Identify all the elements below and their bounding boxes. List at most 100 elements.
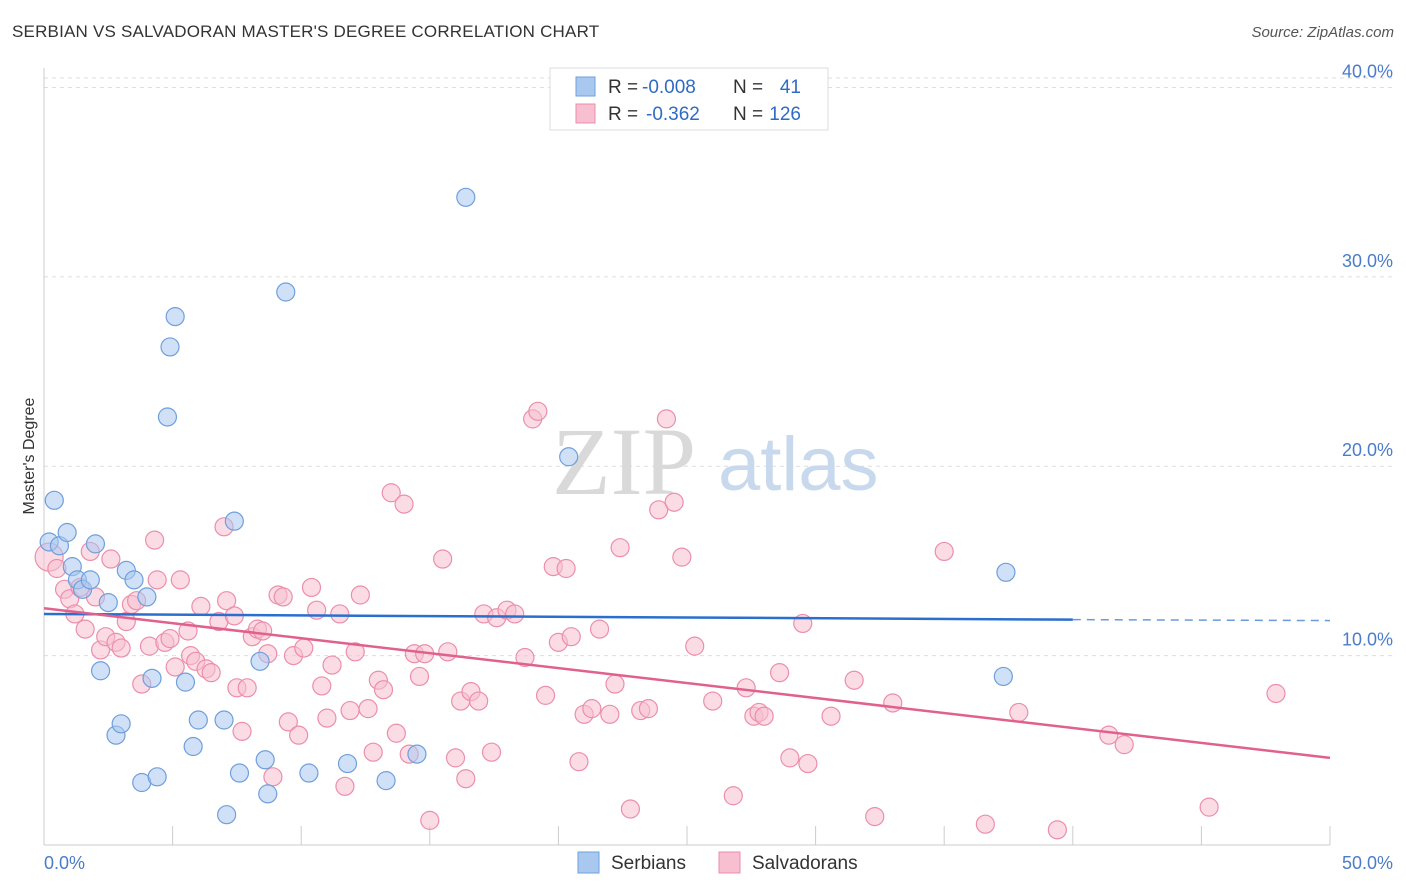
bottom-legend-swatch-serbians — [577, 851, 600, 874]
source-credit: Source: ZipAtlas.com — [1251, 24, 1394, 41]
serbian-point — [993, 666, 1013, 687]
serbian-point — [137, 587, 157, 607]
salvadoran-point — [469, 691, 489, 711]
salvadoran-trend-line — [43, 607, 1331, 760]
salvadoran-point — [844, 670, 864, 690]
salvadoran-point — [821, 706, 841, 726]
salvadoran-point — [170, 570, 190, 590]
trend-lines — [43, 607, 1331, 760]
serbian-point — [160, 337, 180, 357]
serbian-point — [85, 534, 106, 554]
salvadoran-point — [975, 814, 995, 834]
legend-n-value-serbians: 41 — [780, 77, 801, 98]
salvadoran-point — [438, 642, 458, 662]
bottom-legend-swatch-salvadorans — [718, 851, 741, 874]
salvadoran-point — [294, 638, 314, 658]
salvadoran-point — [445, 748, 466, 768]
legend-swatch-salvadorans — [575, 103, 596, 124]
salvadoran-point — [481, 742, 502, 762]
bottom-legend: Serbians Salvadorans — [577, 851, 858, 874]
serbian-point — [407, 744, 427, 764]
serbian-point — [250, 651, 270, 671]
salvadoran-point — [253, 621, 273, 641]
salvadoran-point — [147, 570, 167, 590]
serbian-point — [175, 672, 196, 692]
serbian-point — [57, 522, 77, 543]
serbian-trend-line — [43, 612, 1073, 621]
salvadoran-point — [217, 591, 237, 611]
legend-r-value-salvadorans: -0.362 — [646, 104, 700, 125]
serbian-point — [255, 750, 275, 770]
serbian-point — [276, 282, 296, 302]
y-tick-labels: 10.0% 20.0% 30.0% 40.0% — [1342, 61, 1393, 649]
salvadoran-point — [736, 678, 756, 698]
serbian-points — [39, 187, 1016, 825]
salvadoran-point — [865, 806, 885, 827]
salvadoran-point — [582, 699, 602, 719]
salvadoran-point — [263, 767, 283, 787]
serbian-point — [258, 784, 278, 804]
salvadoran-point — [780, 748, 800, 768]
salvadoran-point — [394, 494, 414, 514]
serbian-point — [165, 307, 185, 327]
salvadoran-point — [610, 538, 630, 558]
salvadoran-point — [638, 699, 659, 719]
serbian-point — [98, 592, 118, 613]
salvadoran-point — [605, 674, 625, 694]
x-tick-marks — [172, 826, 1331, 845]
serbian-trend-extension — [1072, 618, 1331, 622]
serbian-point — [376, 771, 396, 791]
salvadoran-point — [433, 549, 453, 569]
watermark-atlas: atlas — [718, 422, 879, 507]
salvadoran-point — [505, 604, 525, 624]
salvadoran-point — [340, 700, 360, 721]
serbian-point — [214, 710, 234, 730]
legend-r-label-salvadorans: R = — [608, 104, 638, 125]
salvadoran-point — [420, 810, 440, 830]
salvadoran-point — [934, 541, 954, 562]
salvadoran-point — [144, 530, 165, 550]
salvadoran-point — [528, 401, 548, 421]
serbian-point — [337, 753, 358, 774]
salvadoran-point — [1114, 735, 1134, 755]
salvadoran-point — [301, 577, 322, 598]
legend-n-value-salvadorans: 126 — [769, 104, 801, 125]
salvadoran-point — [160, 628, 180, 649]
serbian-point — [90, 661, 111, 681]
watermark: ZIP atlas — [552, 408, 879, 515]
salvadoran-point — [373, 680, 394, 700]
y-tick-label-10: 10.0% — [1342, 630, 1393, 650]
grid — [44, 77, 1392, 657]
x-tick-label-min: 0.0% — [44, 853, 85, 873]
serbian-point — [456, 187, 476, 207]
legend-n-label-serbians: N = — [733, 77, 763, 98]
chart-title: SERBIAN VS SALVADORAN MASTER'S DEGREE CO… — [12, 22, 600, 41]
salvadoran-point — [350, 585, 370, 605]
bottom-legend-label-serbians: Serbians — [611, 853, 686, 874]
salvadoran-point — [75, 619, 95, 639]
salvadoran-point — [201, 663, 221, 683]
salvadoran-point — [358, 699, 378, 719]
salvadoran-point — [535, 685, 556, 705]
serbian-point — [124, 570, 144, 590]
salvadoran-point — [649, 500, 669, 520]
serbian-point — [147, 767, 167, 787]
salvadoran-point — [330, 604, 350, 624]
salvadoran-point — [769, 663, 790, 683]
salvadoran-point — [589, 619, 610, 639]
salvadoran-point — [456, 769, 476, 789]
salvadoran-point — [322, 655, 342, 675]
salvadoran-point — [1199, 797, 1219, 817]
salvadoran-point — [345, 642, 365, 662]
legend-r-label-serbians: R = — [608, 77, 638, 98]
salvadoran-point — [561, 627, 581, 647]
salvadoran-point — [672, 547, 692, 567]
y-tick-label-30: 30.0% — [1342, 251, 1393, 271]
salvadoran-point — [165, 657, 185, 677]
salvadoran-point — [101, 549, 121, 569]
salvadoran-point — [409, 666, 430, 687]
salvadoran-point — [620, 799, 641, 819]
salvadoran-point — [278, 712, 298, 732]
salvadoran-point — [600, 704, 620, 724]
